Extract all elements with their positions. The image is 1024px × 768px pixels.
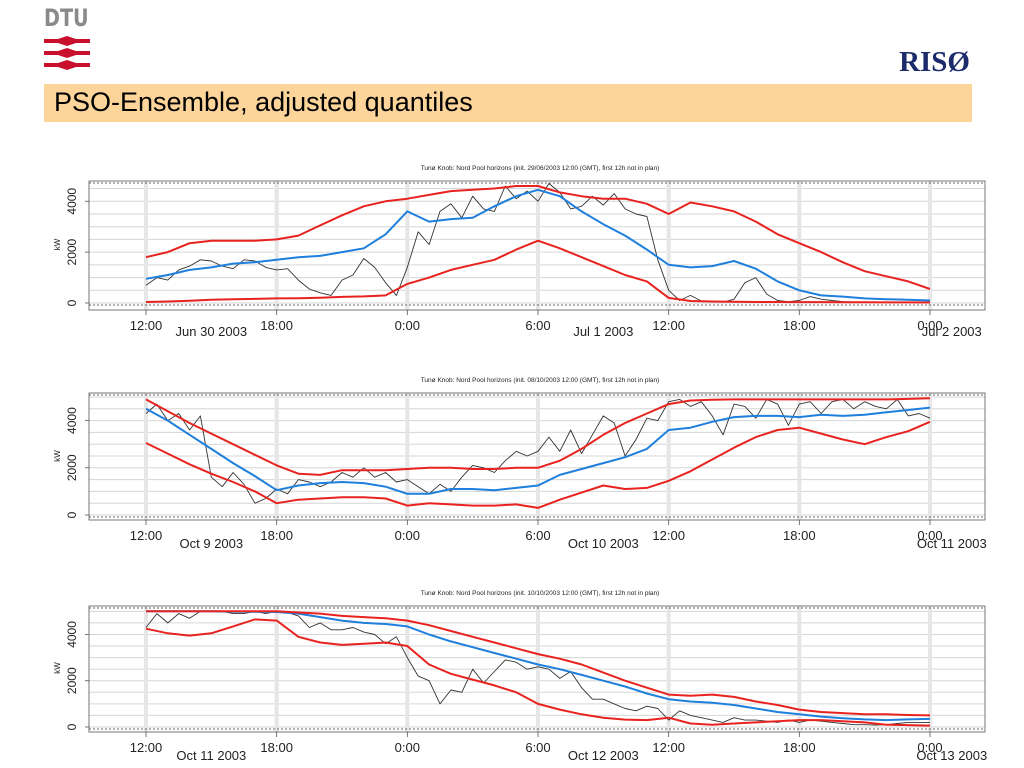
x-tick-label: 12:00: [130, 528, 163, 543]
x-tick-label: 12:00: [652, 318, 685, 333]
y-tick-label: 0: [65, 299, 79, 306]
series-lower-line: [145, 239, 931, 304]
x-tick-label: 6:00: [525, 740, 550, 755]
chart-2-svg: Tunø Knob: Nord Pool horizons (init. 08/…: [53, 377, 987, 551]
grid: [89, 606, 985, 732]
x-tick-label: 18:00: [783, 528, 816, 543]
y-tick-label: 0: [65, 723, 79, 730]
x-date-label: Jun 30 2003: [176, 324, 248, 339]
x-date-label: Oct 11 2003: [917, 536, 987, 551]
series-forecast-line: [145, 406, 931, 495]
chart-3-svg: Tunø Knob: Nord Pool horizons (init. 10/…: [53, 590, 987, 763]
y-axis-label: kW: [53, 238, 62, 250]
x-date-label: Oct 10 2003: [568, 536, 639, 551]
x-date-label: Oct 13 2003: [916, 748, 987, 763]
dtu-logo-icon: [44, 36, 90, 70]
x-tick-label: 0:00: [917, 318, 942, 333]
x-date-label: Oct 12 2003: [568, 748, 639, 763]
y-axis-label: kW: [53, 450, 62, 462]
title-bar: PSO-Ensemble, adjusted quantiles: [44, 84, 972, 122]
y-tick-label: 4000: [65, 407, 79, 434]
x-tick-label: 0:00: [917, 528, 942, 543]
x-tick-label: 12:00: [130, 740, 163, 755]
y-tick-label: 0: [65, 511, 79, 518]
dtu-logo: DTU: [44, 5, 104, 77]
slide-title: PSO-Ensemble, adjusted quantiles: [54, 87, 473, 117]
series-lower-line: [145, 618, 931, 727]
series-observed-line: [145, 398, 931, 504]
grid: [89, 181, 985, 310]
x-tick-label: 12:00: [130, 318, 163, 333]
y-tick-label: 2000: [65, 667, 79, 694]
chart-1: Tunø Knob: Nord Pool horizons (init. 29/…: [0, 160, 1024, 350]
series-upper-line: [145, 185, 931, 290]
plot-frame: [88, 392, 986, 521]
chart-2: Tunø Knob: Nord Pool horizons (init. 08/…: [0, 372, 1024, 562]
x-date-label: Oct 9 2003: [180, 536, 244, 551]
chart-1-svg: Tunø Knob: Nord Pool horizons (init. 29/…: [53, 165, 986, 339]
riso-logo: RISØ: [899, 46, 970, 78]
x-tick-label: 0:00: [917, 740, 942, 755]
x-tick-label: 18:00: [260, 740, 293, 755]
x-tick-label: 12:00: [652, 528, 685, 543]
x-tick-label: 12:00: [652, 740, 685, 755]
y-tick-label: 4000: [65, 188, 79, 215]
x-tick-label: 6:00: [525, 528, 550, 543]
chart-title: Tunø Knob: Nord Pool horizons (init. 08/…: [421, 377, 660, 384]
x-tick-label: 0:00: [395, 318, 420, 333]
x-tick-label: 18:00: [783, 318, 816, 333]
x-date-label: Oct 11 2003: [176, 748, 246, 763]
y-axis-label: kW: [53, 662, 62, 674]
x-date-label: Jul 2 2003: [922, 324, 982, 339]
x-tick-label: 6:00: [525, 318, 550, 333]
chart-3: Tunø Knob: Nord Pool horizons (init. 10/…: [0, 585, 1024, 768]
x-date-label: Jul 1 2003: [573, 324, 633, 339]
grid: [89, 393, 985, 520]
x-tick-label: 18:00: [260, 318, 293, 333]
y-tick-label: 2000: [65, 238, 79, 265]
dtu-logo-text: DTU: [44, 4, 89, 32]
x-tick-label: 18:00: [260, 528, 293, 543]
x-tick-label: 0:00: [395, 528, 420, 543]
plot-frame: [88, 180, 986, 311]
series-lower-line: [145, 420, 931, 509]
series-upper-line: [145, 397, 931, 476]
series-forecast-line: [145, 188, 931, 302]
chart-title: Tunø Knob: Nord Pool horizons (init. 29/…: [421, 165, 660, 172]
x-tick-label: 0:00: [395, 740, 420, 755]
chart-title: Tunø Knob: Nord Pool horizons (init. 10/…: [421, 590, 660, 597]
series-upper-line: [146, 610, 931, 717]
series-observed-line: [145, 183, 930, 303]
y-tick-label: 2000: [65, 454, 79, 481]
x-tick-label: 18:00: [783, 740, 816, 755]
plot-frame: [88, 605, 986, 733]
y-tick-label: 4000: [65, 621, 79, 648]
